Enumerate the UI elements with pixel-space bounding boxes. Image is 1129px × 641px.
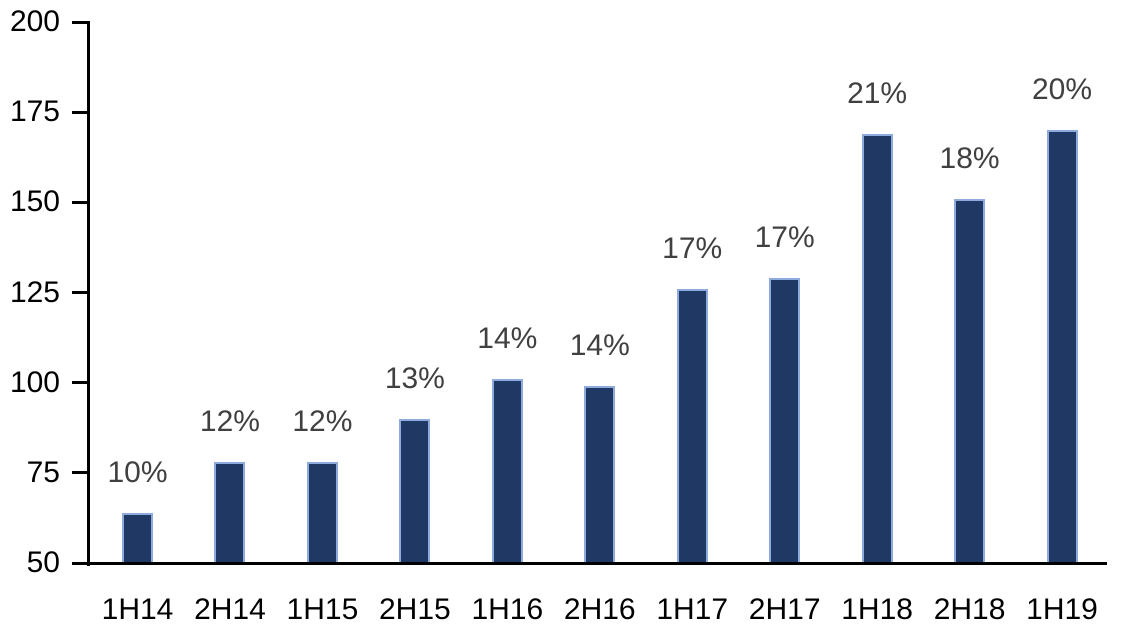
y-tick-label: 175 — [9, 95, 60, 129]
bar — [122, 512, 153, 563]
y-tick — [72, 381, 90, 385]
bar-value-label: 10% — [107, 455, 168, 489]
y-tick-label: 200 — [9, 5, 60, 38]
bar — [306, 462, 338, 563]
bar — [769, 278, 801, 563]
x-axis-line — [72, 561, 1107, 565]
bar — [584, 386, 616, 563]
x-tick-label: 1H14 — [101, 593, 174, 626]
y-tick — [72, 20, 90, 24]
bar — [954, 198, 986, 563]
bar-value-label: 17% — [662, 231, 723, 265]
x-tick-label: 2H17 — [748, 593, 821, 626]
y-tick-label: 125 — [9, 275, 60, 309]
bar — [399, 418, 431, 563]
bar-value-label: 14% — [477, 322, 538, 356]
bar — [1046, 130, 1078, 563]
bar-value-label: 17% — [754, 221, 815, 255]
y-tick-label: 50 — [26, 546, 60, 579]
y-tick — [72, 471, 90, 475]
bar-value-label: 14% — [569, 329, 630, 363]
y-tick-label: 75 — [26, 455, 60, 489]
bar-value-label: 20% — [1031, 73, 1093, 107]
bar — [676, 288, 708, 563]
x-tick-label: 2H18 — [933, 593, 1006, 626]
x-tick-label: 1H18 — [841, 593, 913, 626]
x-tick-label: 2H14 — [194, 593, 266, 626]
bar-value-label: 18% — [939, 141, 1000, 175]
x-tick-label: 1H16 — [471, 593, 544, 626]
x-tick-label: 1H17 — [656, 593, 729, 626]
bar-value-label: 12% — [199, 405, 260, 438]
y-tick — [72, 200, 90, 204]
y-tick — [72, 291, 90, 294]
y-tick-label: 100 — [9, 365, 60, 399]
bar — [214, 462, 246, 563]
x-tick-label: 2H15 — [378, 593, 451, 626]
x-tick-label: 1H19 — [1026, 593, 1098, 626]
bar-value-label: 13% — [384, 361, 445, 395]
bar-value-label: 21% — [847, 76, 908, 110]
bar — [491, 379, 523, 563]
x-tick-label: 1H15 — [286, 593, 359, 626]
y-tick — [72, 110, 90, 114]
bar-value-label: 12% — [292, 405, 353, 438]
bar — [861, 133, 893, 563]
x-tick-label: 2H16 — [563, 593, 636, 626]
y-tick-label: 150 — [9, 185, 60, 219]
